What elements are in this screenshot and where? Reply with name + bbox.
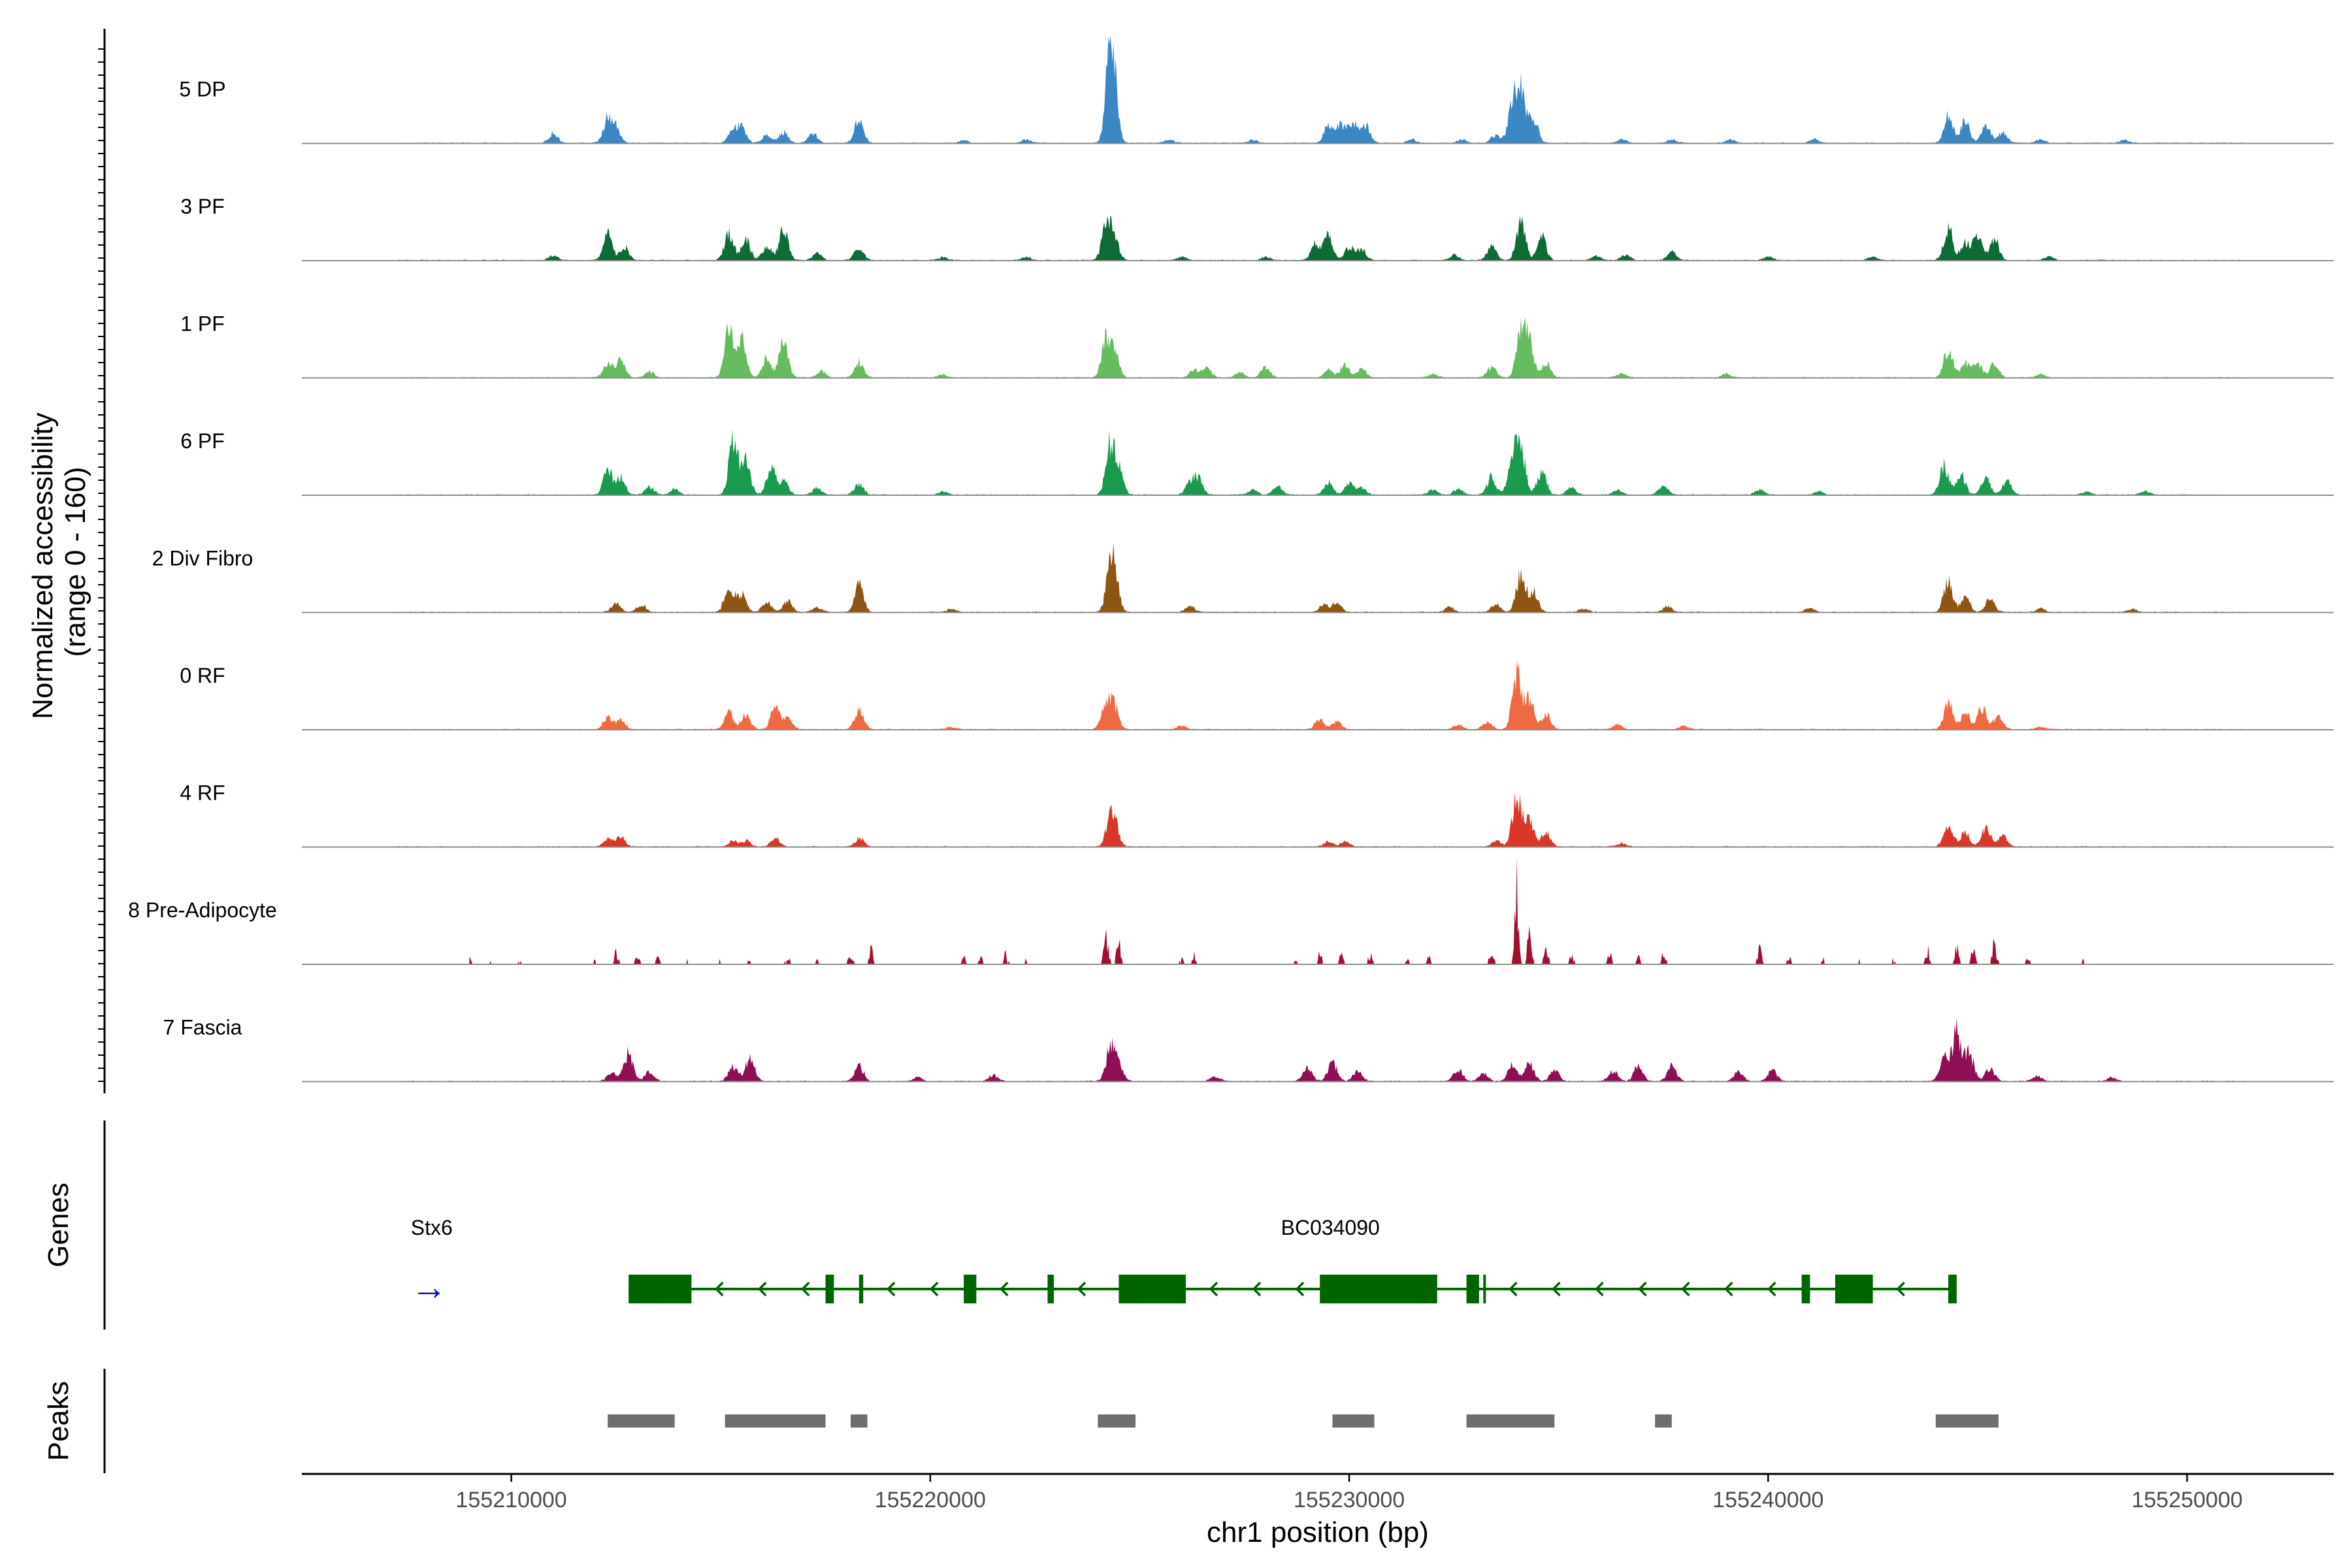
track-6-pf bbox=[302, 429, 2334, 496]
track-7-fascia bbox=[302, 1018, 2334, 1083]
track-4-rf bbox=[302, 791, 2334, 848]
peak-region bbox=[1332, 1414, 1375, 1428]
strand-chevron-icon bbox=[1077, 1281, 1086, 1297]
gene-exon bbox=[858, 1275, 864, 1303]
gene-exon bbox=[1801, 1275, 1810, 1303]
coverage-area-0-rf bbox=[398, 661, 2242, 730]
track-0-rf bbox=[302, 661, 2334, 730]
tracks-y-axis-title-line-2: (range 0 - 160) bbox=[59, 466, 91, 657]
gene-exon bbox=[1483, 1275, 1486, 1303]
peak-region bbox=[608, 1414, 675, 1428]
peak-regions bbox=[608, 1414, 1999, 1428]
x-axis-title: chr1 position (bp) bbox=[1207, 1516, 1429, 1548]
track-label-8-pre-adipocyte: 8 Pre-Adipocyte bbox=[128, 898, 277, 922]
gene-name-stx6: Stx6 bbox=[411, 1216, 453, 1239]
peak-region bbox=[1655, 1414, 1672, 1428]
track-3-pf bbox=[302, 215, 2334, 261]
track-8-pre-adipocyte bbox=[302, 856, 2334, 965]
strand-chevron-icon bbox=[1595, 1281, 1604, 1297]
track-2-div-fibro bbox=[302, 544, 2334, 613]
track-label-7-fascia: 7 Fascia bbox=[163, 1016, 242, 1039]
gene-exon bbox=[1119, 1275, 1186, 1303]
strand-chevron-icon bbox=[800, 1281, 810, 1297]
gene-exon bbox=[629, 1275, 692, 1303]
gene-exon bbox=[1047, 1275, 1054, 1303]
x-tick-label: 155220000 bbox=[875, 1488, 986, 1512]
strand-chevron-icon bbox=[1509, 1281, 1518, 1297]
track-5-dp bbox=[302, 35, 2334, 144]
gene-exon bbox=[1835, 1275, 1873, 1303]
track-label-0-rf: 0 RF bbox=[180, 664, 225, 687]
gene-strand-arrow-icon: → bbox=[411, 1266, 448, 1307]
coverage-area-3-pf bbox=[398, 215, 2242, 261]
peaks-panel-label: Peaks bbox=[42, 1381, 74, 1461]
gene-exon bbox=[825, 1275, 834, 1303]
strand-chevron-icon bbox=[1552, 1281, 1561, 1297]
strand-chevron-icon bbox=[1252, 1281, 1262, 1297]
strand-chevron-icon bbox=[714, 1281, 724, 1297]
strand-chevron-icon bbox=[929, 1281, 939, 1297]
x-tick-label: 155210000 bbox=[456, 1488, 567, 1512]
tracks-y-axis-title-line-1: Normalized accessibility bbox=[27, 412, 59, 719]
track-labels: 5 DP 3 PF 1 PF 6 PF 2 Div Fibro 0 RF 4 RF 8 Pre… bbox=[128, 78, 277, 1039]
strand-chevron-icon bbox=[886, 1281, 896, 1297]
track-label-1-pf: 1 PF bbox=[180, 312, 225, 336]
coverage-area-2-div-fibro bbox=[398, 544, 2242, 613]
strand-chevron-icon bbox=[757, 1281, 767, 1297]
x-tick-label: 155250000 bbox=[2131, 1488, 2242, 1512]
peak-region bbox=[1466, 1414, 1555, 1428]
gene-exon bbox=[1466, 1275, 1479, 1303]
strand-chevron-icon bbox=[1209, 1281, 1218, 1297]
strand-chevron-icon bbox=[999, 1281, 1009, 1297]
peak-region bbox=[1098, 1414, 1136, 1428]
x-tick-label: 155230000 bbox=[1294, 1488, 1405, 1512]
peak-region bbox=[851, 1414, 868, 1428]
gene-exon bbox=[964, 1275, 977, 1303]
gene-exon bbox=[1948, 1275, 1957, 1303]
track-label-4-rf: 4 RF bbox=[180, 781, 225, 805]
gene-exon bbox=[1320, 1275, 1437, 1303]
tracks-y-axis-ticks bbox=[98, 48, 105, 1082]
gene-annotations: Stx6 → BC034090 bbox=[411, 1216, 1957, 1307]
x-tick-label: 155240000 bbox=[1712, 1488, 1823, 1512]
strand-chevron-icon bbox=[1896, 1281, 1905, 1297]
gene-stx6: Stx6 → bbox=[411, 1216, 453, 1307]
track-label-6-pf: 6 PF bbox=[180, 429, 225, 453]
strand-chevron-icon bbox=[1767, 1281, 1776, 1297]
track-label-3-pf: 3 PF bbox=[180, 195, 225, 218]
coverage-area-7-fascia bbox=[398, 1018, 2246, 1082]
strand-chevron-icon bbox=[1724, 1281, 1733, 1297]
tracks-y-axis-title: Normalized accessibility (range 0 - 160) bbox=[27, 404, 91, 719]
gene-name-bc034090: BC034090 bbox=[1281, 1216, 1380, 1239]
track-label-5-dp: 5 DP bbox=[179, 78, 225, 101]
track-label-2-div-fibro: 2 Div Fibro bbox=[152, 547, 253, 570]
peak-region bbox=[725, 1414, 826, 1428]
coverage-area-1-pf bbox=[398, 316, 2242, 378]
peak-region bbox=[1935, 1414, 1999, 1428]
coverage-tracks bbox=[302, 35, 2334, 1083]
x-axis-ticks: 155210000 155220000 155230000 155240000 1552… bbox=[456, 1474, 2243, 1512]
strand-chevron-icon bbox=[1681, 1281, 1690, 1297]
gene-bc034090: BC034090 bbox=[629, 1216, 1957, 1303]
strand-chevron-icon bbox=[1295, 1281, 1305, 1297]
track-1-pf bbox=[302, 316, 2334, 379]
strand-chevron-icon bbox=[1638, 1281, 1647, 1297]
genes-panel-label: Genes bbox=[42, 1183, 74, 1267]
